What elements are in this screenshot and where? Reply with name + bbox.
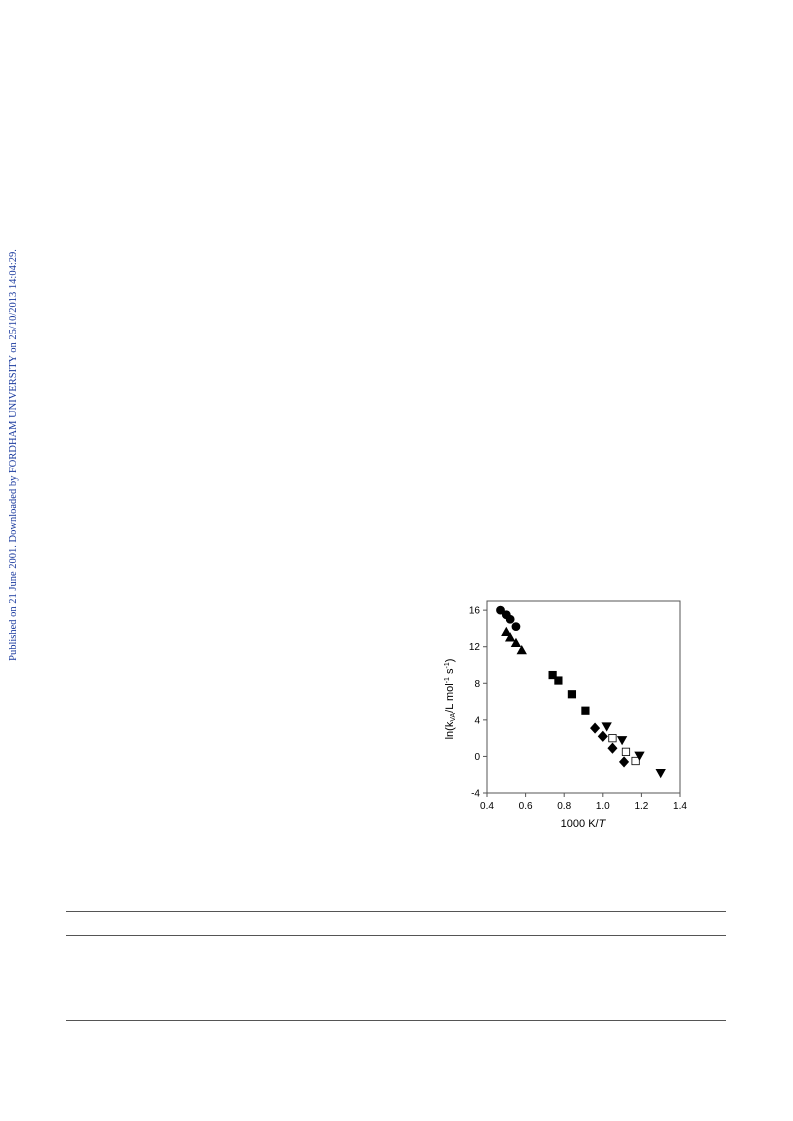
data-point-diamond [607,742,618,754]
provenance-text: Published on 21 June 2001. Downloaded by… [8,249,19,661]
y-tick-label: 0 [474,752,480,763]
data-points [496,605,666,779]
data-point-circle [511,622,521,632]
data-point-triangle-down [601,722,612,732]
data-point-square-open [608,734,617,743]
data-point-square [581,706,590,715]
data-point-triangle-down [634,751,645,761]
data-point-diamond [618,756,630,768]
data-point-square [548,670,557,680]
y-axis-ticks: -4 0 4 8 12 16 [469,606,487,800]
data-point-triangle-down [616,736,628,746]
y-tick-label: 12 [469,642,481,653]
x-axis-ticks: 0.4 0.6 0.8 1.0 1.2 1.4 [480,793,687,812]
table-bottom-rule [66,1020,726,1021]
x-tick-label: 1.2 [634,801,648,812]
data-point-square [567,690,577,699]
data-point-square-open [621,747,631,756]
x-tick-label: 1.4 [673,801,687,812]
data-point-diamond [597,730,608,742]
data-point-diamond [590,722,601,734]
plot-frame [486,600,681,794]
data-point-triangle-down [655,768,666,779]
data-point-circle [505,614,515,624]
y-tick-label: 16 [469,606,481,617]
y-tick-label: -4 [471,789,480,800]
data-point-square-open [631,756,640,766]
y-axis-label: ln(kVA/L mol-1 s-1) [444,659,457,740]
arrhenius-plot: 0.4 0.6 0.8 1.0 1.2 1.4 -4 0 4 8 12 16 1000 K/T ln… [444,600,687,830]
x-tick-label: 0.4 [480,801,494,812]
x-tick-label: 0.8 [557,801,571,812]
data-point-triangle-up [504,632,516,642]
data-point-circle [496,605,505,615]
data-point-triangle-up [501,626,512,636]
y-tick-label: 4 [474,715,480,726]
data-point-square [554,676,563,685]
x-axis-label: 1000 K/T [561,818,607,830]
table-header-rule [66,935,726,936]
y-tick-label: 8 [474,679,480,690]
table-top-rule [66,911,726,912]
x-tick-label: 1.0 [596,801,610,812]
x-tick-label: 0.6 [519,801,533,812]
data-point-triangle-up [516,645,527,655]
data-point-triangle-up [510,637,522,647]
